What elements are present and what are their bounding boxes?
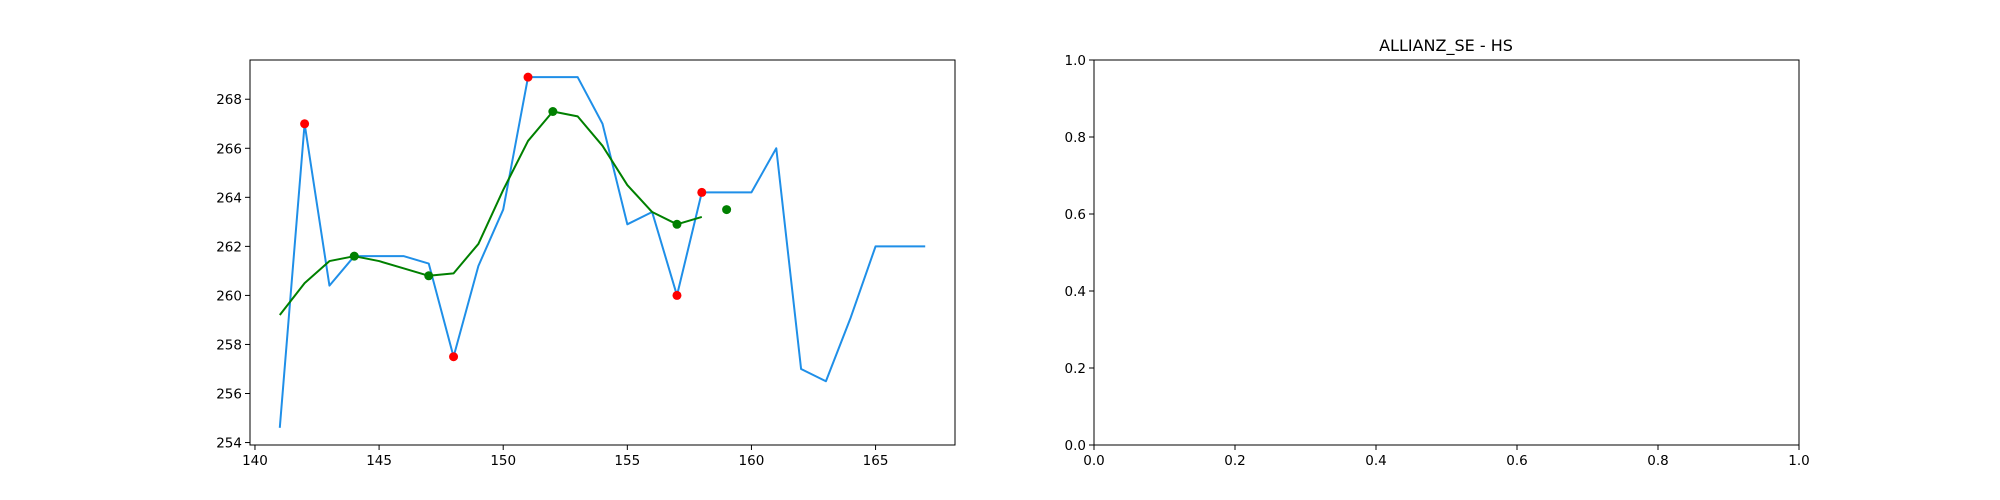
hs-chart-title: ALLIANZ_SE - HS <box>1379 36 1513 56</box>
price-chart-y-tick-label: 262 <box>216 239 242 255</box>
price-chart-y-tick-label: 254 <box>216 436 242 452</box>
price-chart-series-3-point <box>424 271 434 281</box>
price-chart-frame <box>249 59 956 446</box>
price-chart-y-tick-label: 256 <box>216 387 242 403</box>
price-chart-x-tick-label: 155 <box>614 453 640 469</box>
price-chart-x-tick-label: 140 <box>242 453 268 469</box>
hs-chart-y-tick-label: 0.4 <box>1065 284 1086 300</box>
price-chart-axes: 140 145 150 155 160 165 254 256 258 260 262 264 266 2… <box>216 59 956 469</box>
price-chart-series-2-point <box>697 187 707 197</box>
hs-chart-frame <box>1093 59 1800 446</box>
price-chart-x-tick-label: 165 <box>863 453 889 469</box>
price-chart-x-tick-label: 160 <box>739 453 765 469</box>
hs-chart-x-tick-label: 0.4 <box>1365 453 1386 469</box>
price-chart-series-3-point <box>548 106 558 116</box>
price-chart-series-2-point <box>300 119 310 129</box>
hs-chart-y-tick-label: 0.0 <box>1065 438 1086 454</box>
hs-chart-x-tick-label: 0.2 <box>1224 453 1245 469</box>
price-chart-x-tick-label: 150 <box>490 453 516 469</box>
hs-chart-y-tick-label: 1.0 <box>1065 53 1086 69</box>
price-chart-series-3-point <box>722 205 732 215</box>
price-chart-series-3-point <box>349 251 359 261</box>
price-chart-x-tick-label: 145 <box>366 453 392 469</box>
price-chart-y-tick-label: 264 <box>216 190 242 206</box>
hs-chart-y-tick-label: 0.8 <box>1065 130 1086 146</box>
price-chart-y-tick-label: 258 <box>216 337 242 353</box>
price-chart-series-2-point <box>523 72 533 82</box>
hs-chart-y-tick-label: 0.6 <box>1065 207 1086 223</box>
hs-chart-x-tick-label: 0.8 <box>1647 453 1668 469</box>
price-chart-y-tick-label: 268 <box>216 92 242 108</box>
price-chart-series-3-point <box>672 219 682 229</box>
hs-chart-x-tick-label: 0.0 <box>1083 453 1104 469</box>
hs-chart-axes: ALLIANZ_SE - HS 0.0 0.2 0.4 0.6 0.8 1.0 0.0 0.2… <box>1065 36 1810 469</box>
price-chart-series-2-point <box>449 352 459 362</box>
price-chart-ticks: 140 145 150 155 160 165 254 256 258 260 262 264 266 2… <box>216 92 888 469</box>
price-chart-y-tick-label: 260 <box>216 288 242 304</box>
price-chart-y-tick-label: 266 <box>216 141 242 157</box>
hs-chart-x-tick-label: 1.0 <box>1788 453 1809 469</box>
hs-chart-y-tick-label: 0.2 <box>1065 361 1086 377</box>
hs-chart-x-tick-label: 0.6 <box>1506 453 1527 469</box>
price-chart-plot-area <box>278 72 926 428</box>
price-chart-series-0-line <box>278 76 926 428</box>
hs-chart-ticks: 0.0 0.2 0.4 0.6 0.8 1.0 0.0 0.2 0.4 0.6 0.8 1.0 <box>1065 53 1810 469</box>
price-chart-series-2-point <box>672 290 682 300</box>
